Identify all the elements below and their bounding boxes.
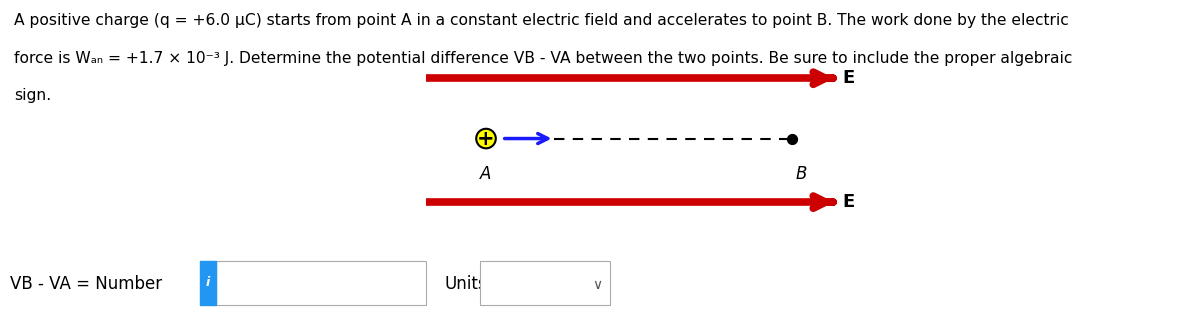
Text: ∨: ∨ (593, 278, 602, 291)
Text: VB - VA = Number: VB - VA = Number (10, 274, 162, 293)
Text: Units: Units (444, 274, 487, 293)
Text: E: E (842, 69, 854, 87)
FancyBboxPatch shape (480, 261, 610, 305)
Text: force is Wₐₙ = +1.7 × 10⁻³ J. Determine the potential difference VB - VA between: force is Wₐₙ = +1.7 × 10⁻³ J. Determine … (14, 51, 1073, 66)
Ellipse shape (476, 129, 496, 148)
Text: sign.: sign. (14, 88, 52, 103)
Text: A: A (480, 165, 492, 183)
Text: A positive charge (q = +6.0 μC) starts from point A in a constant electric field: A positive charge (q = +6.0 μC) starts f… (14, 13, 1069, 28)
Point (782, 136, 802, 141)
Text: i: i (206, 276, 210, 289)
Text: E: E (842, 193, 854, 211)
FancyBboxPatch shape (200, 261, 216, 305)
Text: +: + (478, 128, 494, 149)
FancyBboxPatch shape (216, 261, 426, 305)
Text: B: B (796, 165, 806, 183)
